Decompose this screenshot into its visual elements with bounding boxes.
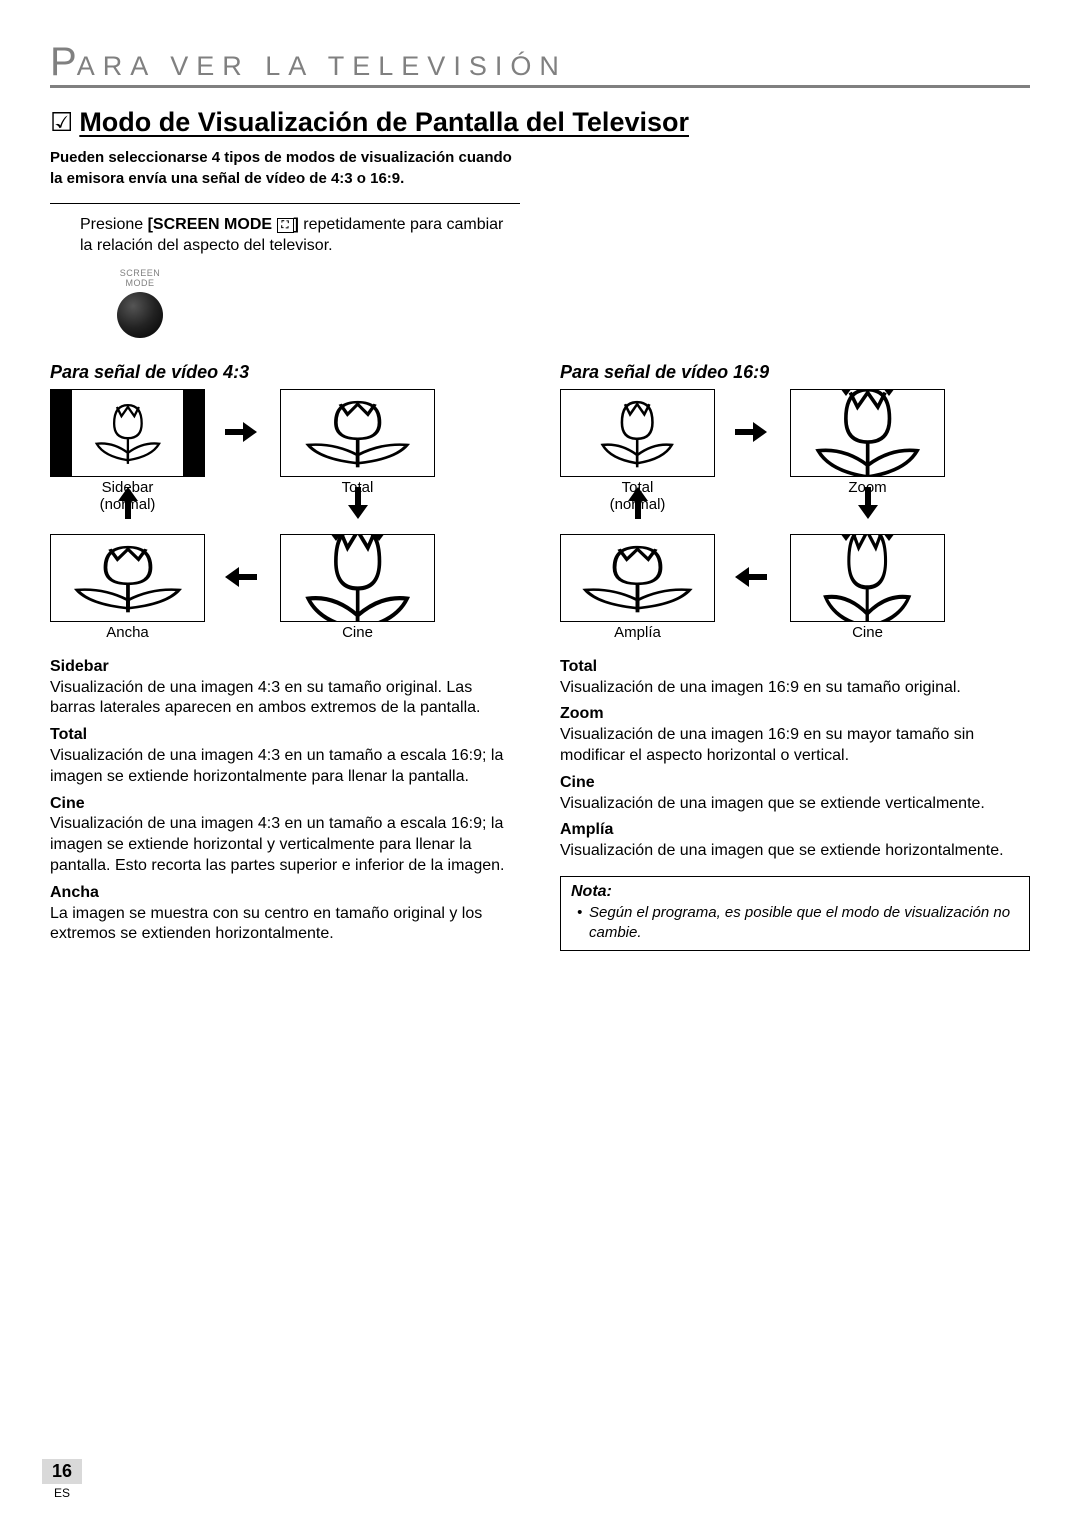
arrow-left-icon [225,564,257,590]
mode43-desc-title-0: Sidebar [50,657,520,678]
arrow-down-icon [345,487,371,519]
mode169-desc-body-2: Visualización de una imagen que se extie… [560,794,1030,815]
divider [50,203,520,204]
remote-button-icon [117,292,163,338]
page-language: ES [54,1486,82,1500]
note-body: Según el programa, es posible que el mod… [571,903,1019,942]
note-title: Nota: [571,883,1019,901]
remote-label-1: SCREEN [120,268,161,278]
intro-text: Pueden seleccionarse 4 tipos de modos de… [50,148,520,189]
arrow-right-icon [735,419,767,445]
diagram-16-9: Total (normal) Zoom Amplía Cine [560,389,1030,639]
chapter-header: PARA VER LA TELEVISIÓN [50,40,1030,88]
mode-cine-169 [790,534,945,622]
mode169-desc-title-3: Amplía [560,820,1030,841]
mode43-desc-body-0: Visualización de una imagen 4:3 en su ta… [50,678,520,720]
mode169-desc-body-3: Visualización de una imagen que se extie… [560,841,1030,862]
mode-ancha [50,534,205,622]
mode169-desc-body-0: Visualización de una imagen 16:9 en su t… [560,678,1030,699]
diagram-4-3: Sidebar (normal) Total Ancha Cine [50,389,520,639]
mode169-desc-title-0: Total [560,657,1030,678]
heading-4-3: Para señal de vídeo 4:3 [50,362,520,383]
mode-amplia [560,534,715,622]
column-4-3: Para señal de vídeo 4:3 Sidebar (normal)… [50,362,520,951]
mode-total-43 [280,389,435,477]
mode169-desc-0: TotalVisualización de una imagen 16:9 en… [560,657,1030,699]
label-ancha: Ancha [50,624,205,641]
label-cine-169: Cine [790,624,945,641]
instruction-text: Presione [SCREEN MODE ⛶] repetidamente p… [50,214,520,257]
checkbox-icon: ☑ [50,109,73,135]
mode169-desc-title-1: Zoom [560,704,1030,725]
mode43-desc-1: TotalVisualización de una imagen 4:3 en … [50,725,520,787]
page-footer: 16 ES [42,1459,82,1500]
mode-zoom [790,389,945,477]
mode43-desc-title-3: Ancha [50,883,520,904]
label-cine-43: Cine [280,624,435,641]
arrow-left-icon [735,564,767,590]
section-title: Modo de Visualización de Pantalla del Te… [79,106,689,138]
mode169-desc-3: AmplíaVisualización de una imagen que se… [560,820,1030,862]
note-box: Nota: Según el programa, es posible que … [560,876,1030,951]
arrow-down-icon [855,487,881,519]
mode43-desc-body-2: Visualización de una imagen 4:3 en un ta… [50,814,520,876]
mode43-desc-0: SidebarVisualización de una imagen 4:3 e… [50,657,520,719]
mode43-desc-title-2: Cine [50,794,520,815]
arrow-up-icon [115,487,141,519]
mode169-desc-2: CineVisualización de una imagen que se e… [560,773,1030,815]
mode43-desc-body-3: La imagen se muestra con su centro en ta… [50,904,520,946]
mode-cine-43 [280,534,435,622]
screen-mode-icon: ⛶ [277,218,294,234]
column-16-9: Para señal de vídeo 16:9 Total (normal) … [560,362,1030,951]
mode43-desc-title-1: Total [50,725,520,746]
mode-total-169 [560,389,715,477]
chapter-title: PARA VER LA TELEVISIÓN [50,51,567,81]
mode-sidebar [50,389,205,477]
remote-button-diagram: SCREEN MODE [105,269,175,338]
arrow-right-icon [225,419,257,445]
page-number: 16 [42,1459,82,1484]
section-heading: ☑ Modo de Visualización de Pantalla del … [50,106,1030,138]
mode43-desc-3: AnchaLa imagen se muestra con su centro … [50,883,520,945]
mode43-desc-body-1: Visualización de una imagen 4:3 en un ta… [50,746,520,788]
label-amplia: Amplía [560,624,715,641]
mode169-desc-body-1: Visualización de una imagen 16:9 en su m… [560,725,1030,767]
heading-16-9: Para señal de vídeo 16:9 [560,362,1030,383]
mode169-desc-title-2: Cine [560,773,1030,794]
arrow-up-icon [625,487,651,519]
mode169-desc-1: ZoomVisualización de una imagen 16:9 en … [560,704,1030,766]
remote-label-2: MODE [126,278,155,288]
mode43-desc-2: CineVisualización de una imagen 4:3 en u… [50,794,520,877]
